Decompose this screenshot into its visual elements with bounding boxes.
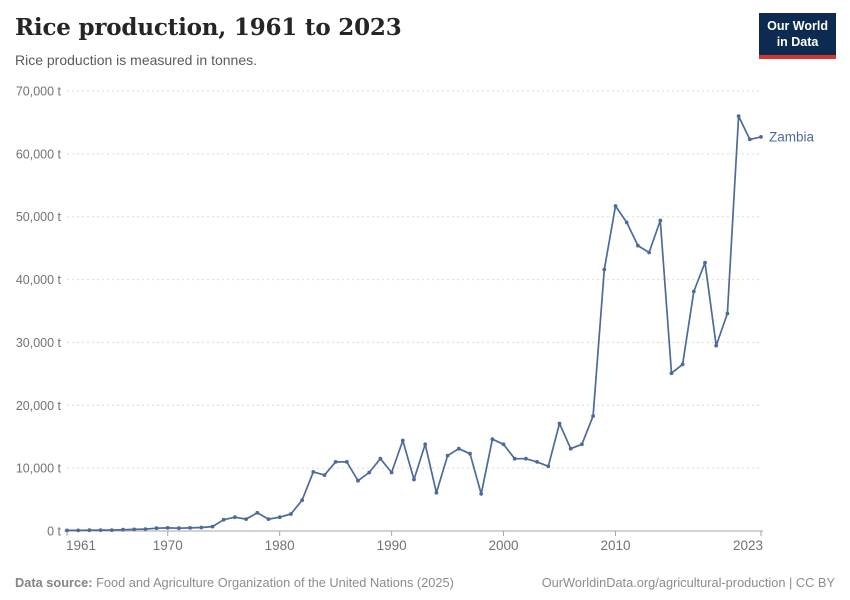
owid-logo-line1: Our World [767, 19, 828, 33]
data-point[interactable] [344, 460, 349, 464]
data-point[interactable] [602, 267, 607, 272]
data-point[interactable] [703, 260, 707, 265]
data-source-note: Data source: Food and Agriculture Organi… [15, 575, 454, 590]
data-point[interactable] [468, 451, 472, 456]
data-point[interactable] [289, 512, 293, 516]
y-tick-label: 30,000 t [16, 336, 62, 350]
y-tick-label: 70,000 t [16, 85, 62, 99]
data-point[interactable] [759, 135, 763, 139]
data-point[interactable] [591, 414, 595, 418]
x-tick-label: 1980 [265, 538, 295, 553]
data-point[interactable] [636, 243, 640, 248]
data-point[interactable] [76, 528, 81, 533]
data-point[interactable] [400, 438, 405, 443]
data-point[interactable] [434, 490, 439, 495]
data-point[interactable] [524, 456, 528, 461]
y-tick-label: 60,000 t [16, 147, 62, 161]
data-point[interactable] [725, 311, 730, 316]
data-point[interactable] [132, 527, 137, 532]
data-point[interactable] [143, 527, 148, 531]
data-point[interactable] [300, 498, 304, 503]
data-point[interactable] [423, 442, 428, 447]
y-tick-label: 0 t [47, 525, 61, 539]
data-point[interactable] [624, 220, 629, 225]
chart-footer: Data source: Food and Agriculture Organi… [0, 575, 850, 590]
data-point[interactable] [188, 526, 193, 530]
data-point[interactable] [221, 517, 226, 522]
data-point[interactable] [356, 478, 360, 483]
data-point[interactable] [98, 528, 103, 532]
data-point[interactable] [311, 470, 316, 474]
page-subtitle: Rice production is measured in tonnes. [15, 52, 258, 68]
data-point[interactable] [87, 528, 92, 533]
data-point[interactable] [691, 289, 696, 294]
data-point[interactable] [177, 526, 181, 531]
x-tick-label: 1970 [153, 538, 183, 553]
data-point[interactable] [154, 526, 159, 531]
data-source-label: Data source: [15, 575, 93, 590]
owid-logo[interactable]: Our World in Data [759, 13, 836, 59]
data-point[interactable] [277, 515, 282, 520]
data-point[interactable] [479, 492, 484, 496]
data-point[interactable] [647, 250, 651, 255]
data-point[interactable] [490, 437, 495, 442]
data-point[interactable] [210, 524, 215, 529]
data-source-text: Food and Agriculture Organization of the… [92, 575, 454, 590]
data-point[interactable] [658, 218, 663, 223]
x-tick-label: 2010 [600, 538, 630, 553]
x-tick-label: 1961 [66, 538, 96, 553]
data-point[interactable] [613, 204, 618, 208]
data-point[interactable] [736, 114, 741, 118]
data-point[interactable] [669, 371, 674, 376]
data-point[interactable] [747, 137, 752, 142]
data-point[interactable] [333, 460, 338, 464]
data-point[interactable] [367, 470, 372, 475]
data-point[interactable] [255, 510, 260, 515]
data-point[interactable] [580, 442, 584, 447]
data-point[interactable] [512, 456, 517, 461]
x-tick-label: 2000 [489, 538, 519, 553]
data-point[interactable] [714, 343, 719, 348]
y-tick-label: 40,000 t [16, 273, 62, 287]
series-label-zambia[interactable]: Zambia [769, 129, 815, 144]
data-point[interactable] [680, 362, 685, 367]
data-point[interactable] [445, 453, 450, 458]
credit-link[interactable]: OurWorldinData.org/agricultural-producti… [541, 575, 835, 590]
page-title: Rice production, 1961 to 2023 [15, 14, 402, 41]
owid-logo-line2: in Data [776, 35, 819, 50]
data-point[interactable] [412, 477, 416, 482]
y-tick-label: 10,000 t [16, 462, 62, 476]
data-point[interactable] [389, 470, 394, 475]
data-point[interactable] [546, 464, 551, 469]
data-point[interactable] [165, 526, 170, 530]
data-point[interactable] [535, 460, 539, 464]
x-tick-label: 1990 [377, 538, 407, 553]
data-point[interactable] [244, 517, 249, 521]
data-point[interactable] [199, 525, 204, 530]
data-point[interactable] [121, 527, 125, 532]
data-point[interactable] [501, 442, 506, 447]
y-tick-label: 50,000 t [16, 210, 62, 224]
x-tick-label: 2023 [733, 538, 763, 553]
data-point[interactable] [65, 528, 69, 533]
data-point[interactable] [322, 473, 327, 477]
data-point[interactable] [568, 446, 573, 451]
data-point[interactable] [378, 456, 383, 461]
data-point[interactable] [557, 421, 562, 426]
data-point[interactable] [233, 515, 237, 520]
data-point[interactable] [456, 446, 461, 451]
data-point[interactable] [266, 517, 271, 521]
y-tick-label: 20,000 t [16, 399, 62, 413]
data-point[interactable] [109, 528, 114, 532]
